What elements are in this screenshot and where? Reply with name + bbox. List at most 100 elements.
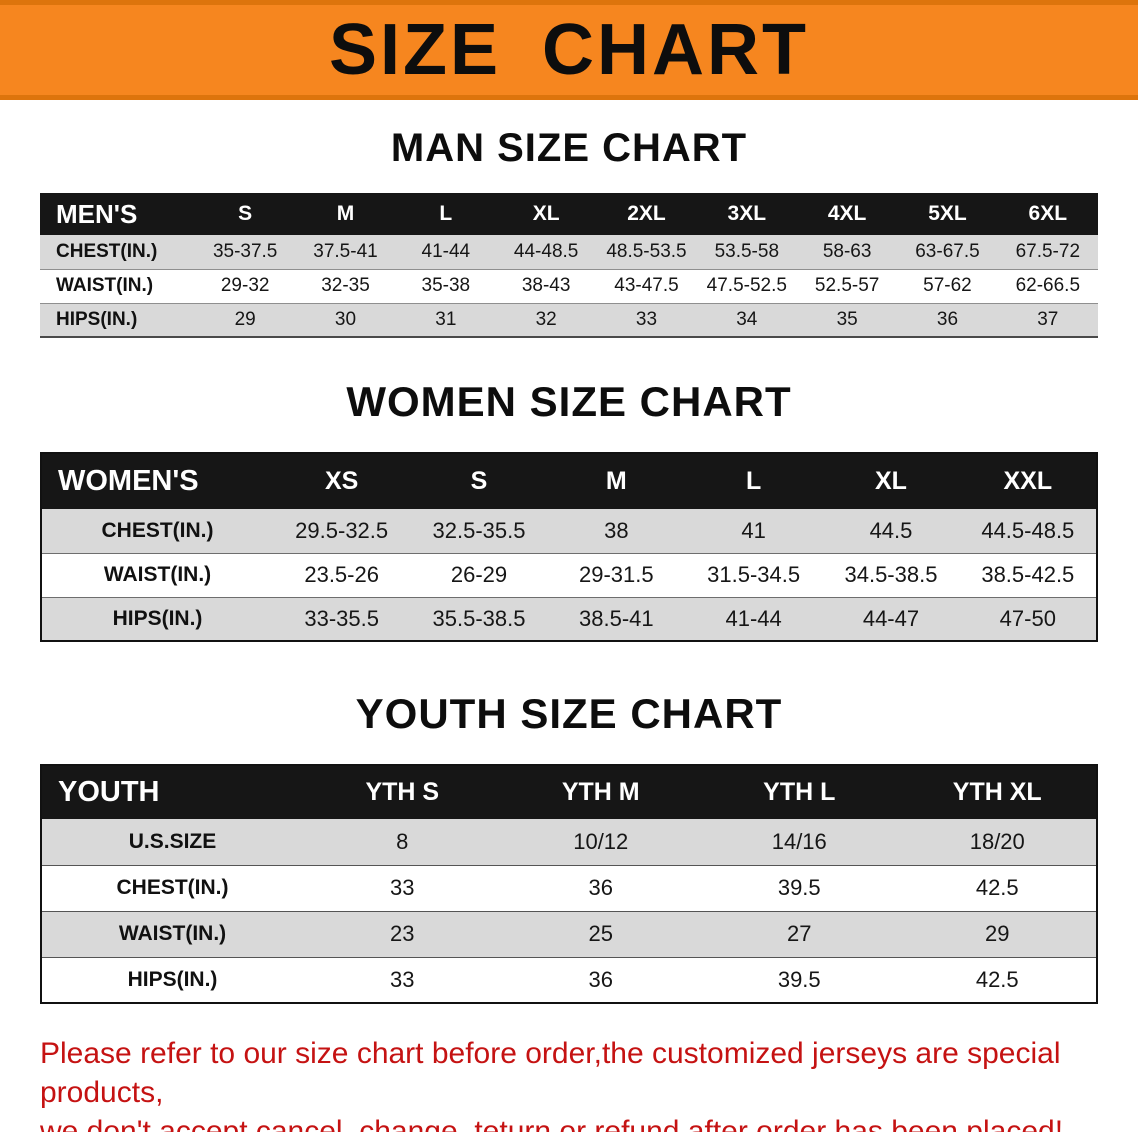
table-title-cell: YOUTH [41,765,303,819]
size-header-cell: YTH XL [898,765,1097,819]
measure-value-cell: 37.5-41 [313,240,378,262]
measure-label-cell: WAIST(IN.) [118,922,227,945]
measure-value-cell: 35-37.5 [212,240,278,262]
measure-value-cell: 38.5-41 [579,605,654,631]
measure-value-cell: 29-31.5 [579,562,654,587]
measure-value-cell: 33 [390,875,415,900]
size-header-cell: S [410,453,548,509]
measure-value-cell: 26-29 [450,562,508,587]
measure-value-cell: 35.5-38.5 [432,605,526,631]
measure-value-cell: 44-48.5 [513,240,579,262]
measure-row: WAIST(IN.) 23.5-26 26-29 29-31.5 31.5-34.5 34… [41,553,1097,597]
banner: SIZE CHART [0,0,1138,100]
measure-value-cell: 29-32 [220,275,270,296]
measure-value-cell: 31 [435,308,457,330]
measure-value-cell: 10/12 [573,828,629,854]
measure-value-cell: 48.5-53.5 [606,240,687,262]
measure-row: WAIST(IN.) 29-32 32-35 35-38 38-43 43-47.5 47.… [40,269,1098,303]
measure-label-cell: WAIST(IN.) [103,563,212,586]
disclaimer-line-1: Please refer to our size chart before or… [40,1037,1061,1109]
measure-value-cell: 44.5 [869,517,913,543]
measure-label-cell: U.S.SIZE [128,829,217,853]
measure-value-cell: 32-35 [321,275,370,296]
size-header-cell: L [684,453,823,509]
women-size-chart-section: WOMEN SIZE CHART WOMEN'S XS S M L XL XXL CHEST(… [0,378,1138,642]
size-header-cell: YTH S [303,765,502,819]
measure-value-cell: 52.5-57 [814,275,880,296]
table-header-row: MEN'S S M L XL 2XL 3XL 4XL 5XL 6XL [40,193,1098,235]
youth-size-chart-section: YOUTH SIZE CHART YOUTH YTH S YTH M YTH L YTH… [0,690,1138,1004]
measure-row: CHEST(IN.) 33 36 39.5 42.5 [41,865,1097,911]
measure-value-cell: 32.5-35.5 [432,517,526,543]
measure-label-cell: CHEST(IN.) [116,876,229,899]
size-header-cell: 3XL [696,193,797,235]
measure-value-cell: 23.5-26 [304,562,379,587]
measure-value-cell: 42.5 [975,966,1019,992]
measure-value-cell: 39.5 [777,875,821,900]
measure-row: HIPS(IN.) 33-35.5 35.5-38.5 38.5-41 41-44 44-… [41,597,1097,641]
measure-value-cell: 36 [588,966,613,992]
measure-value-cell: 35 [836,308,858,330]
man-size-chart-section: MAN SIZE CHART MEN'S S M L XL 2XL 3XL 4XL 5XL 6XL… [0,126,1138,338]
size-header-cell: 5XL [897,193,998,235]
measure-row: U.S.SIZE 8 10/12 14/16 18/20 [41,819,1097,865]
disclaimer-line-2: we don't accept cancel, change, teturn o… [40,1115,1064,1132]
measure-value-cell: 36 [588,875,613,900]
measure-value-cell: 14/16 [771,828,827,854]
measure-value-cell: 34 [736,308,758,330]
man-size-chart-heading: MAN SIZE CHART [390,126,748,170]
size-header-cell: 6XL [997,193,1098,235]
measure-label-cell: HIPS(IN.) [112,606,203,630]
measure-label-cell: HIPS(IN.) [127,967,218,991]
size-header-cell: 2XL [596,193,697,235]
measure-value-cell: 39.5 [777,966,821,992]
table-title-cell: MEN'S [40,193,195,235]
measure-value-cell: 27 [787,921,812,946]
measure-value-cell: 8 [396,828,409,854]
measure-value-cell: 37 [1037,308,1059,330]
measure-value-cell: 33 [635,308,658,330]
measure-value-cell: 44.5-48.5 [981,517,1075,543]
measure-label-cell: HIPS(IN.) [56,308,138,330]
measure-value-cell: 62-66.5 [1015,275,1081,296]
measure-row: CHEST(IN.) 29.5-32.5 32.5-35.5 38 41 44.5 44.5… [41,509,1097,553]
measure-value-cell: 44-47 [862,605,920,631]
size-header-cell: M [295,193,396,235]
table-header-row: WOMEN'S XS S M L XL XXL [41,453,1097,509]
table-header-row: YOUTH YTH S YTH M YTH L YTH XL [41,765,1097,819]
size-header-cell: XS [273,453,411,509]
measure-row: CHEST(IN.) 35-37.5 37.5-41 41-44 44-48.5 48.5… [40,235,1098,269]
measure-value-cell: 32 [535,308,557,330]
measure-label-cell: CHEST(IN.) [101,518,214,542]
women-size-chart-heading: WOMEN SIZE CHART [346,378,792,425]
measure-value-cell: 34.5-38.5 [844,562,938,587]
measure-value-cell: 57-62 [923,275,972,296]
measure-value-cell: 23 [390,921,415,946]
size-header-cell: M [547,453,685,509]
measure-value-cell: 42.5 [975,875,1019,900]
size-header-cell: L [395,193,496,235]
size-header-cell: XXL [959,453,1097,509]
size-header-cell: S [195,193,296,235]
disclaimer-note: Please refer to our size chart before or… [40,1034,1098,1132]
measure-label-cell: CHEST(IN.) [56,240,158,262]
measure-value-cell: 38 [604,517,629,543]
size-header-cell: 4XL [796,193,898,235]
measure-value-cell: 29 [234,308,256,330]
measure-value-cell: 58-63 [822,240,872,262]
size-header-cell: YTH M [501,765,700,819]
measure-value-cell: 38.5-42.5 [981,562,1075,587]
measure-value-cell: 30 [334,308,357,330]
measure-row: HIPS(IN.) 29 30 31 32 33 34 35 36 37 [40,303,1098,337]
measure-value-cell: 18/20 [969,828,1025,854]
measure-label-cell: WAIST(IN.) [56,275,154,296]
measure-value-cell: 41 [741,517,766,543]
measure-value-cell: 25 [588,921,613,946]
youth-size-table: YOUTH YTH S YTH M YTH L YTH XL U.S.SIZE 8 10/12… [40,764,1098,1004]
measure-value-cell: 41-44 [725,605,782,631]
measure-value-cell: 35-38 [421,275,471,296]
measure-value-cell: 41-44 [421,240,471,262]
measure-value-cell: 33 [390,966,415,992]
measure-value-cell: 36 [936,308,959,330]
